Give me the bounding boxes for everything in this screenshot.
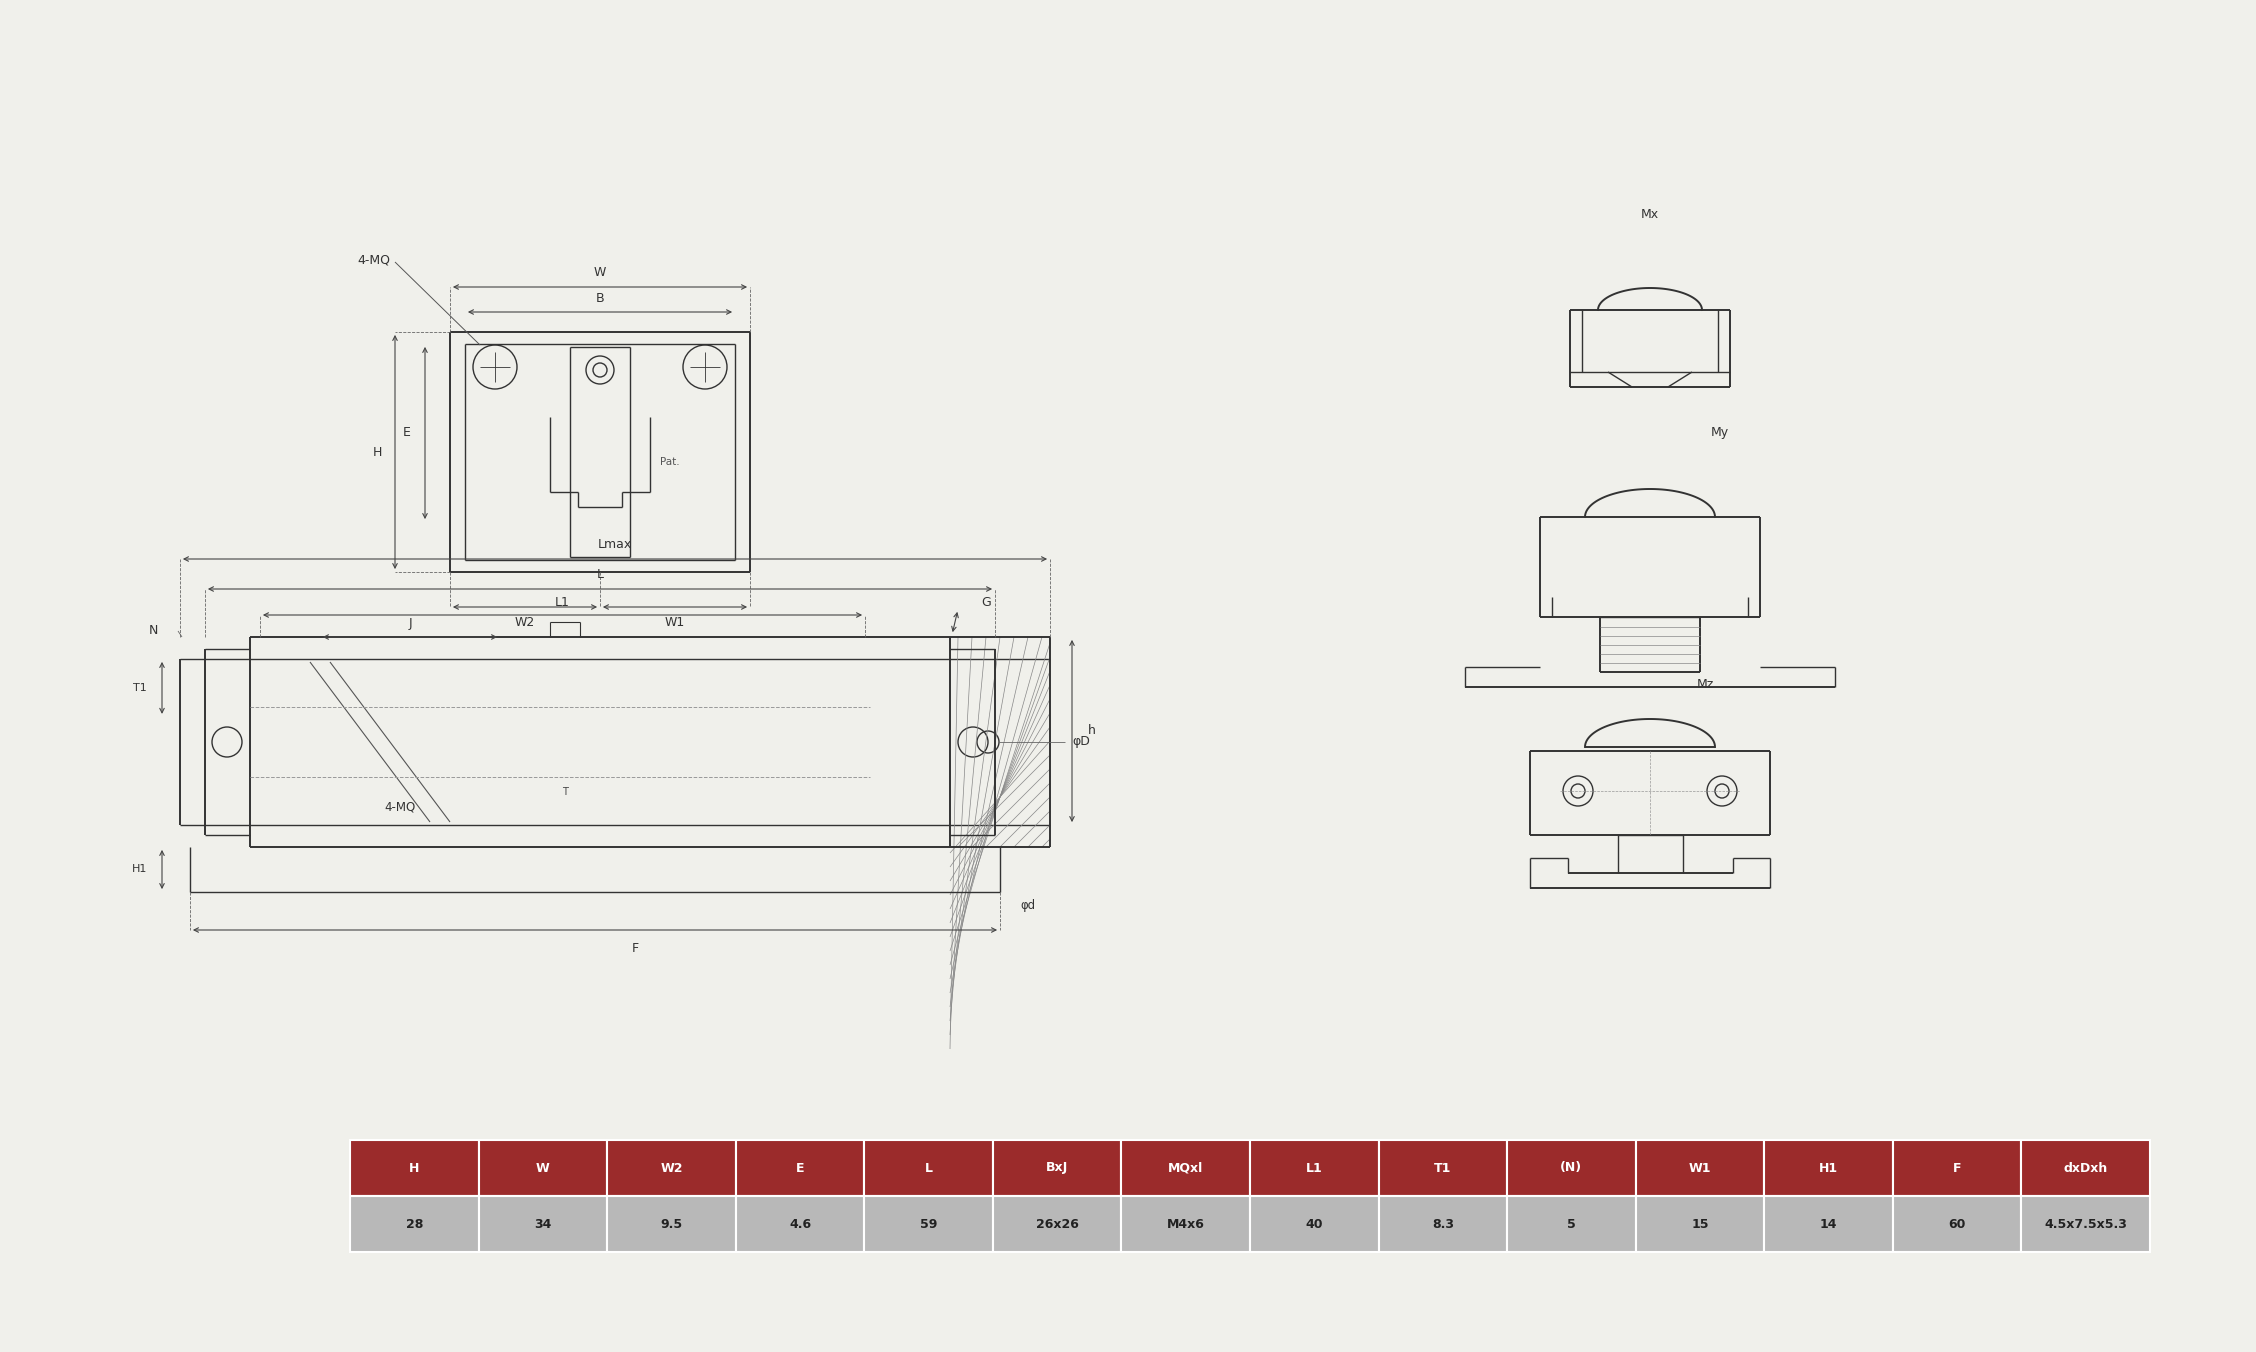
Text: 40: 40 — [1306, 1218, 1322, 1230]
Text: T1: T1 — [1435, 1161, 1451, 1175]
FancyBboxPatch shape — [1893, 1140, 2021, 1197]
Text: h: h — [1087, 725, 1096, 737]
Text: MQxl: MQxl — [1169, 1161, 1202, 1175]
Text: 28: 28 — [406, 1218, 422, 1230]
FancyBboxPatch shape — [864, 1197, 993, 1252]
Text: 59: 59 — [920, 1218, 936, 1230]
FancyBboxPatch shape — [993, 1197, 1121, 1252]
FancyBboxPatch shape — [1764, 1197, 1893, 1252]
Text: H: H — [372, 446, 381, 458]
Text: 9.5: 9.5 — [661, 1218, 684, 1230]
Text: L1: L1 — [555, 595, 571, 608]
Text: 4-MQ: 4-MQ — [356, 254, 390, 266]
Text: 15: 15 — [1692, 1218, 1708, 1230]
Text: Mx: Mx — [1640, 207, 1658, 220]
FancyBboxPatch shape — [2021, 1197, 2150, 1252]
FancyBboxPatch shape — [1250, 1197, 1378, 1252]
FancyBboxPatch shape — [1378, 1197, 1507, 1252]
Text: M4x6: M4x6 — [1166, 1218, 1205, 1230]
FancyBboxPatch shape — [350, 1140, 478, 1197]
Text: 4-MQ: 4-MQ — [384, 800, 415, 814]
FancyBboxPatch shape — [1636, 1197, 1764, 1252]
Text: B: B — [596, 292, 605, 304]
Text: T: T — [562, 787, 569, 796]
Text: 14: 14 — [1821, 1218, 1836, 1230]
FancyBboxPatch shape — [864, 1140, 993, 1197]
Text: φd: φd — [1020, 899, 1036, 911]
Text: 26x26: 26x26 — [1036, 1218, 1078, 1230]
Text: F: F — [1954, 1161, 1960, 1175]
Text: L: L — [925, 1161, 932, 1175]
FancyBboxPatch shape — [607, 1197, 735, 1252]
FancyBboxPatch shape — [1250, 1140, 1378, 1197]
FancyBboxPatch shape — [1121, 1197, 1250, 1252]
FancyBboxPatch shape — [735, 1140, 864, 1197]
Text: Mz: Mz — [1697, 679, 1715, 691]
FancyBboxPatch shape — [1507, 1197, 1636, 1252]
Text: BxJ: BxJ — [1047, 1161, 1069, 1175]
Text: 8.3: 8.3 — [1433, 1218, 1453, 1230]
Text: 34: 34 — [535, 1218, 550, 1230]
Text: 4.5x7.5x5.3: 4.5x7.5x5.3 — [2044, 1218, 2127, 1230]
Text: G: G — [981, 596, 990, 610]
FancyBboxPatch shape — [1636, 1140, 1764, 1197]
Text: W1: W1 — [1690, 1161, 1712, 1175]
Text: F: F — [632, 941, 638, 955]
Text: T1: T1 — [133, 683, 147, 692]
FancyBboxPatch shape — [1507, 1140, 1636, 1197]
Text: J: J — [408, 618, 413, 630]
Text: L1: L1 — [1306, 1161, 1322, 1175]
FancyBboxPatch shape — [478, 1140, 607, 1197]
Text: W: W — [537, 1161, 550, 1175]
Text: dxDxh: dxDxh — [2064, 1161, 2107, 1175]
Text: W1: W1 — [666, 615, 686, 629]
Text: φD: φD — [1072, 735, 1090, 749]
Text: 60: 60 — [1949, 1218, 1965, 1230]
Text: H1: H1 — [1818, 1161, 1839, 1175]
FancyBboxPatch shape — [478, 1197, 607, 1252]
FancyBboxPatch shape — [1893, 1197, 2021, 1252]
Text: Pat.: Pat. — [661, 457, 679, 466]
FancyBboxPatch shape — [350, 1197, 478, 1252]
FancyBboxPatch shape — [1378, 1140, 1507, 1197]
FancyBboxPatch shape — [607, 1140, 735, 1197]
FancyBboxPatch shape — [2021, 1140, 2150, 1197]
Text: H: H — [408, 1161, 420, 1175]
Text: L: L — [596, 568, 605, 581]
Text: 4.6: 4.6 — [790, 1218, 812, 1230]
Text: My: My — [1710, 426, 1728, 438]
Text: E: E — [404, 426, 411, 439]
Text: W2: W2 — [661, 1161, 684, 1175]
Text: Lmax: Lmax — [598, 538, 632, 550]
FancyBboxPatch shape — [1121, 1140, 1250, 1197]
Text: W2: W2 — [514, 615, 535, 629]
Text: H1: H1 — [133, 864, 147, 875]
FancyBboxPatch shape — [1764, 1140, 1893, 1197]
Text: 5: 5 — [1568, 1218, 1575, 1230]
FancyBboxPatch shape — [993, 1140, 1121, 1197]
Text: W: W — [593, 266, 607, 280]
FancyBboxPatch shape — [735, 1197, 864, 1252]
Text: N: N — [149, 625, 158, 638]
Text: E: E — [796, 1161, 803, 1175]
Text: (N): (N) — [1561, 1161, 1581, 1175]
